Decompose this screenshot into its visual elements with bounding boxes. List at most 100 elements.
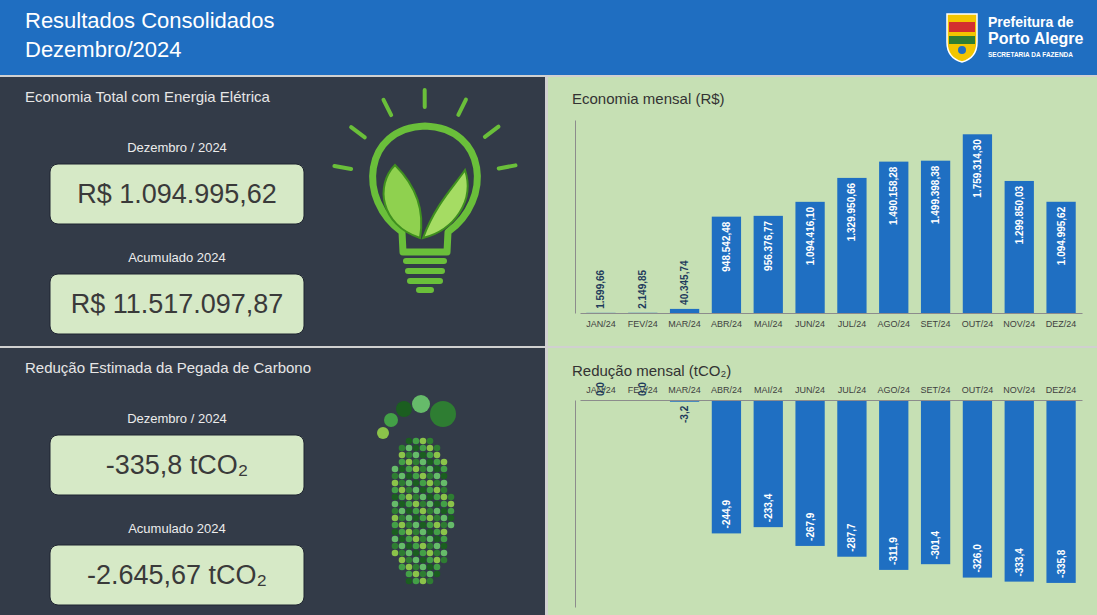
footprint-dot [413, 459, 420, 466]
footprint-dot [406, 494, 413, 501]
panel-title: Economia Total com Energia Elétrica [25, 88, 270, 105]
footprint-dot [420, 459, 427, 466]
tick: JUL/24 [838, 385, 867, 400]
tick: AGO/24 [877, 385, 910, 400]
footprint-dot [427, 438, 434, 445]
footprint-dot [434, 571, 441, 578]
footprint-dot [406, 445, 413, 452]
footprint-dot [406, 543, 413, 550]
footprint-dot [441, 466, 448, 473]
bulb-ray [423, 90, 427, 107]
bar [754, 400, 783, 527]
panel-title: Redução Estimada da Pegada de Carbono [25, 359, 311, 376]
footprint-dot [392, 501, 399, 508]
footprint-dot [406, 578, 413, 585]
bar [670, 309, 699, 313]
logo-text: Prefeitura de [988, 14, 1074, 30]
footprint-dot [406, 550, 413, 557]
tick: DEZ/24 [1046, 313, 1077, 329]
footprint-dot [413, 564, 420, 571]
bulb-ray [334, 166, 351, 169]
footprint-dot [420, 536, 427, 543]
footprint-dot [434, 529, 441, 536]
footprint-dot [399, 550, 406, 557]
footprint-dot [406, 557, 413, 564]
footprint-dot [406, 459, 413, 466]
data-label: 0,0 [595, 382, 606, 396]
x-axis-line [581, 400, 1083, 401]
footprint-dot [420, 571, 427, 578]
footprint-dot [420, 515, 427, 522]
footprint-dot [420, 529, 427, 536]
footprint-dot [413, 571, 420, 578]
footprint-dot [399, 466, 406, 473]
bar [921, 161, 950, 313]
footprint-dot [441, 536, 448, 543]
kpi-label: Dezembro / 2024 [127, 411, 227, 426]
tick-label: MAI/24 [754, 319, 783, 329]
tick-label: JUL/24 [838, 319, 867, 329]
footprint-dot [392, 529, 399, 536]
footprint-dot [399, 564, 406, 571]
data-label: -3,2 [679, 405, 690, 423]
data-label: -335,8 [1056, 549, 1067, 578]
footprint-dot [399, 543, 406, 550]
kpi-label: Dezembro / 2024 [127, 140, 227, 155]
footprint-dot [413, 452, 420, 459]
footprint-dot [413, 473, 420, 480]
footprint-dot [441, 557, 448, 564]
tick: MAI/24 [754, 313, 783, 329]
footprint-dot [406, 473, 413, 480]
tick: FEV/24 [628, 313, 658, 329]
footprint-dot [420, 466, 427, 473]
footprint-dot [406, 571, 413, 578]
tick: ABR/24 [711, 385, 742, 400]
bar [879, 400, 908, 570]
bar [1046, 202, 1075, 313]
footprint-dot [427, 487, 434, 494]
footprint-dot [413, 578, 420, 585]
data-label: -333,4 [1014, 548, 1025, 577]
footprint-dot [434, 452, 441, 459]
footprint-dot [392, 543, 399, 550]
footprint-dot [434, 466, 441, 473]
footprint-dot [392, 487, 399, 494]
tick-label: SET/24 [921, 319, 951, 329]
footprint-dot [427, 571, 434, 578]
tick: JAN/24 [586, 313, 616, 329]
data-label: 1.499.398,38 [930, 165, 941, 224]
footprint-dot [434, 550, 441, 557]
data-label: 1.599,66 [595, 269, 606, 308]
data-label: -244,9 [721, 500, 732, 529]
bulb-ray [485, 127, 499, 137]
footprint-dot [427, 529, 434, 536]
x-axis-line [581, 313, 1083, 314]
footprint-dot [392, 536, 399, 543]
lightbulb-icon [334, 90, 515, 293]
x-axis: JAN/24FEV/24MAR/24ABR/24MAI/24JUN/24JUL/… [581, 385, 1083, 401]
footprint-dot [434, 508, 441, 515]
footprint-dot [392, 480, 399, 487]
tick-label: OUT/24 [962, 385, 994, 395]
bulb-outline [373, 126, 478, 252]
logo: Prefeitura dePorto AlegreSECRETARIA DA F… [947, 14, 1084, 62]
footprint-dot [420, 445, 427, 452]
tick-label: JUL/24 [838, 385, 867, 395]
footprint-dot [427, 459, 434, 466]
footprint-dot [413, 445, 420, 452]
page-background [0, 0, 1097, 615]
y-axis-line [575, 121, 576, 314]
tick: NOV/24 [1003, 313, 1035, 329]
tick: MAR/24 [668, 385, 701, 400]
footprint-dot [392, 473, 399, 480]
bulb-ray [384, 100, 392, 115]
logo-text: SECRETARIA DA FAZENDA [988, 51, 1073, 58]
footprint-dot [413, 480, 420, 487]
data-label: 956.376,77 [763, 220, 774, 270]
kpi-box [50, 435, 304, 495]
bulb-ray [458, 100, 466, 115]
kpi-box [50, 274, 304, 334]
footprint-dot [420, 501, 427, 508]
footprint-dot [399, 529, 406, 536]
tick-label: MAR/24 [668, 319, 701, 329]
